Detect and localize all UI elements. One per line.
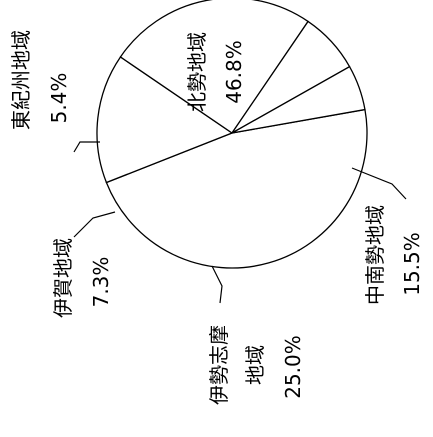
pie-slice-iseshima: [119, 0, 309, 134]
slice-label-iga-name: 伊賀地域: [51, 238, 75, 318]
slice-label-chunansei-name: 中南勢地域: [363, 205, 387, 305]
slice-label-hokusei-name: 北勢地域: [185, 32, 209, 112]
slice-label-iseshima-pct: 25.0%: [281, 335, 305, 399]
pie-slices: [96, 0, 368, 269]
slice-label-iga-pct: 7.3%: [89, 257, 113, 308]
slice-label-chunansei-pct: 15.5%: [400, 232, 424, 296]
leader-line-iga: [73, 211, 116, 238]
leader-line-higashikishu: [73, 141, 100, 153]
slice-label-iseshima-name-2: 地域: [243, 345, 267, 385]
leader-lines: [73, 141, 407, 304]
slice-label-higashikishu-pct: 5.4%: [47, 73, 71, 124]
slice-labels: 北勢地域 46.8% 東紀州地域 5.4% 伊賀地域 7.3% 伊勢志摩 地域 …: [9, 30, 424, 405]
leader-line-chunansei: [351, 167, 407, 200]
slice-label-iseshima-name-1: 伊勢志摩: [207, 325, 231, 405]
pie-slice-chunansei: [96, 56, 234, 184]
leader-line-iseshima: [211, 265, 223, 304]
pie-slice-higashikishu: [231, 65, 366, 134]
slice-label-hokusei-pct: 46.8%: [222, 40, 246, 104]
slice-label-higashikishu-name: 東紀州地域: [9, 30, 33, 130]
pie-slice-hokusei: [105, 108, 368, 269]
